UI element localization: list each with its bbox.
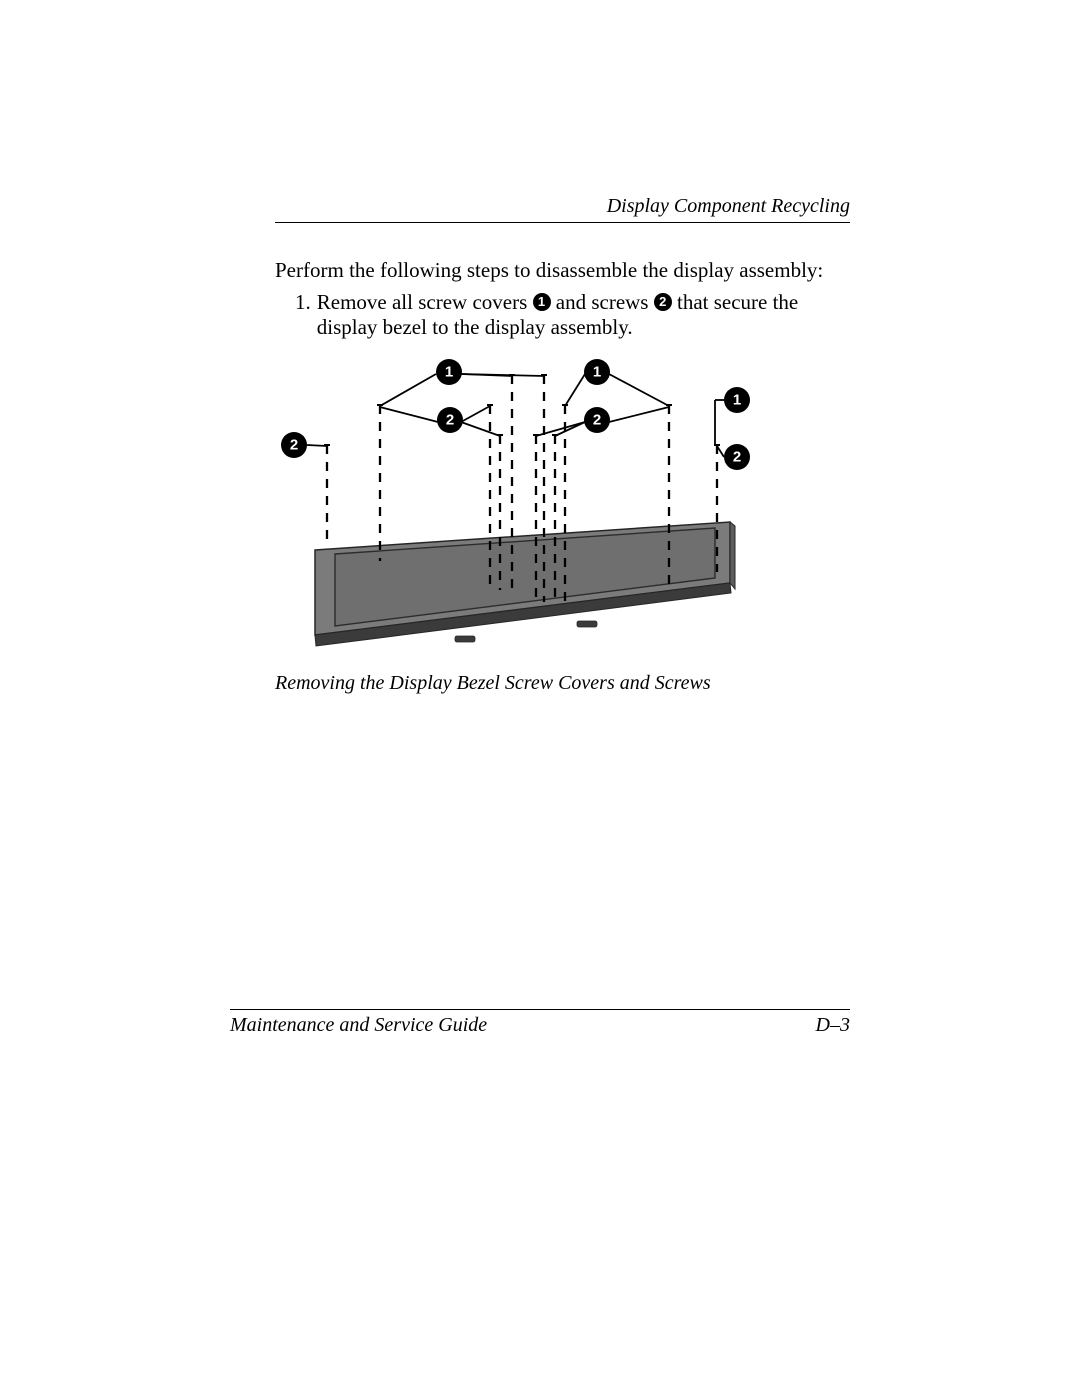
svg-text:1: 1 <box>593 364 601 381</box>
figure-caption: Removing the Display Bezel Screw Covers … <box>275 672 850 695</box>
svg-text:2: 2 <box>733 449 741 466</box>
page-footer: Maintenance and Service Guide D–3 <box>230 1009 850 1037</box>
step-1: 1. Remove all screw covers 1 and screws … <box>295 290 850 341</box>
footer-right: D–3 <box>816 1014 850 1037</box>
svg-text:2: 2 <box>290 437 298 454</box>
svg-text:1: 1 <box>733 392 741 409</box>
footer-rule <box>230 1009 850 1010</box>
inline-callout-1: 1 <box>533 293 551 311</box>
body-text: Perform the following steps to disassemb… <box>275 258 850 341</box>
svg-text:2: 2 <box>446 412 454 429</box>
svg-text:2: 2 <box>593 412 601 429</box>
intro-paragraph: Perform the following steps to disassemb… <box>275 258 850 284</box>
footer-left: Maintenance and Service Guide <box>230 1014 487 1037</box>
step-text: Remove all screw covers 1 and screws 2 t… <box>317 290 850 341</box>
page-header: Display Component Recycling <box>275 195 850 223</box>
step-text-mid: and screws <box>556 290 654 314</box>
figure-diagram: 1 2 2 1 2 1 2 <box>275 355 865 655</box>
step-number: 1. <box>295 290 311 341</box>
figure: 1 2 2 1 2 1 2 <box>275 355 865 655</box>
step-text-pre: Remove all screw covers <box>317 290 533 314</box>
footer-line: Maintenance and Service Guide D–3 <box>230 1014 850 1037</box>
header-title: Display Component Recycling <box>275 195 850 218</box>
inline-callout-2: 2 <box>654 293 672 311</box>
document-page: Display Component Recycling Perform the … <box>0 0 1080 1397</box>
header-rule <box>275 222 850 223</box>
svg-text:1: 1 <box>445 364 453 381</box>
